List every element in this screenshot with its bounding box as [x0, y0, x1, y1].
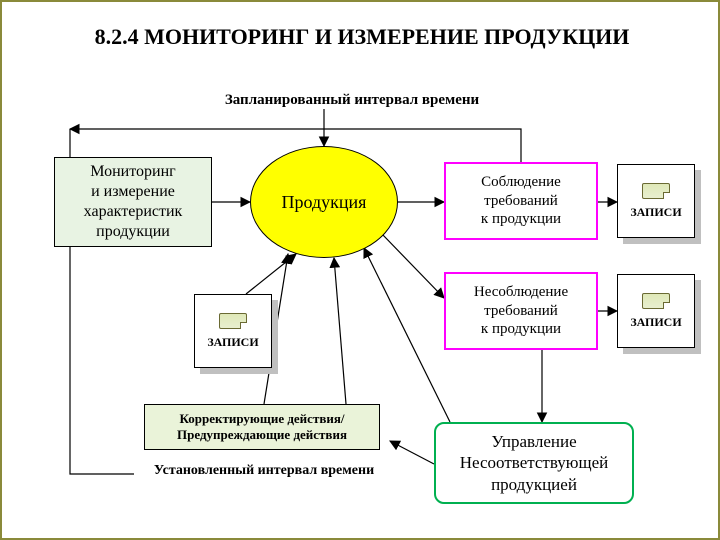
node-noncompliant: Несоблюдениетребованийк продукции: [444, 272, 598, 350]
node-corrective-actions: Корректирующие действия/Предупреждающие …: [144, 404, 380, 450]
node-records-1-label: ЗАПИСИ: [630, 205, 681, 220]
node-product: Продукция: [250, 146, 398, 258]
established-interval-label: Установленный интервал времени: [134, 462, 394, 480]
node-compliant: Соблюдениетребованийк продукции: [444, 162, 598, 240]
diagram-title: 8.2.4 МОНИТОРИНГ И ИЗМЕРЕНИЕ ПРОДУКЦИИ: [92, 24, 632, 50]
node-records-2: ЗАПИСИ: [617, 274, 695, 348]
scroll-icon: [219, 313, 247, 329]
node-records-3: ЗАПИСИ: [194, 294, 272, 368]
node-monitoring: Мониторинги измерениехарактеристикпродук…: [54, 157, 212, 247]
scroll-icon: [642, 183, 670, 199]
planned-interval-label: Запланированный интервал времени: [182, 92, 522, 109]
node-records-3-label: ЗАПИСИ: [207, 335, 258, 350]
node-management: УправлениеНесоответствующейпродукцией: [434, 422, 634, 504]
scroll-icon: [642, 293, 670, 309]
node-records-1: ЗАПИСИ: [617, 164, 695, 238]
diagram-stage: { "type": "flowchart", "canvas": { "widt…: [0, 0, 720, 540]
node-records-2-label: ЗАПИСИ: [630, 315, 681, 330]
